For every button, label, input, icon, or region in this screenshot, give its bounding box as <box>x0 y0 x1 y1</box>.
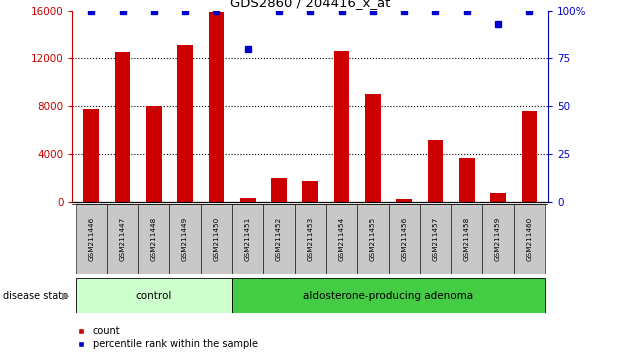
Text: GSM211454: GSM211454 <box>338 217 345 261</box>
Text: GSM211456: GSM211456 <box>401 217 407 261</box>
Bar <box>76 278 232 313</box>
Legend: count, percentile rank within the sample: count, percentile rank within the sample <box>77 326 258 349</box>
Text: GSM211460: GSM211460 <box>526 217 532 261</box>
Text: disease state: disease state <box>3 291 68 301</box>
Bar <box>483 204 513 274</box>
Bar <box>389 204 420 274</box>
Text: control: control <box>135 291 172 301</box>
Bar <box>138 204 169 274</box>
Bar <box>209 12 224 202</box>
Bar <box>201 204 232 274</box>
Text: GSM211451: GSM211451 <box>244 217 251 261</box>
Text: GSM211459: GSM211459 <box>495 217 501 261</box>
Text: GSM211447: GSM211447 <box>120 217 125 261</box>
Bar <box>428 140 444 202</box>
Text: GSM211453: GSM211453 <box>307 217 313 261</box>
Bar <box>76 204 107 274</box>
Text: ▶: ▶ <box>62 291 69 301</box>
Bar <box>295 204 326 274</box>
Text: GSM211455: GSM211455 <box>370 217 376 261</box>
Text: GSM211449: GSM211449 <box>182 217 188 261</box>
Bar <box>334 51 350 202</box>
Bar <box>513 204 545 274</box>
Bar <box>83 109 99 202</box>
Bar <box>177 45 193 202</box>
Title: GDS2860 / 204416_x_at: GDS2860 / 204416_x_at <box>230 0 391 10</box>
Bar <box>420 204 451 274</box>
Bar <box>522 111 537 202</box>
Bar <box>107 204 138 274</box>
Text: GSM211450: GSM211450 <box>214 217 219 261</box>
Bar <box>232 278 545 313</box>
Text: GSM211458: GSM211458 <box>464 217 470 261</box>
Bar <box>169 204 201 274</box>
Text: GSM211446: GSM211446 <box>88 217 94 261</box>
Bar <box>271 178 287 202</box>
Text: GSM211448: GSM211448 <box>151 217 157 261</box>
Bar <box>146 105 162 202</box>
Bar <box>396 199 412 202</box>
Bar <box>232 204 263 274</box>
Bar <box>240 198 256 202</box>
Bar <box>115 52 130 202</box>
Bar <box>451 204 483 274</box>
Bar <box>365 94 381 202</box>
Bar <box>459 158 474 202</box>
Text: aldosterone-producing adenoma: aldosterone-producing adenoma <box>304 291 474 301</box>
Text: GSM211452: GSM211452 <box>276 217 282 261</box>
Bar <box>263 204 295 274</box>
Text: GSM211457: GSM211457 <box>432 217 438 261</box>
Bar <box>326 204 357 274</box>
Bar <box>357 204 389 274</box>
Bar <box>302 182 318 202</box>
Bar <box>490 193 506 202</box>
